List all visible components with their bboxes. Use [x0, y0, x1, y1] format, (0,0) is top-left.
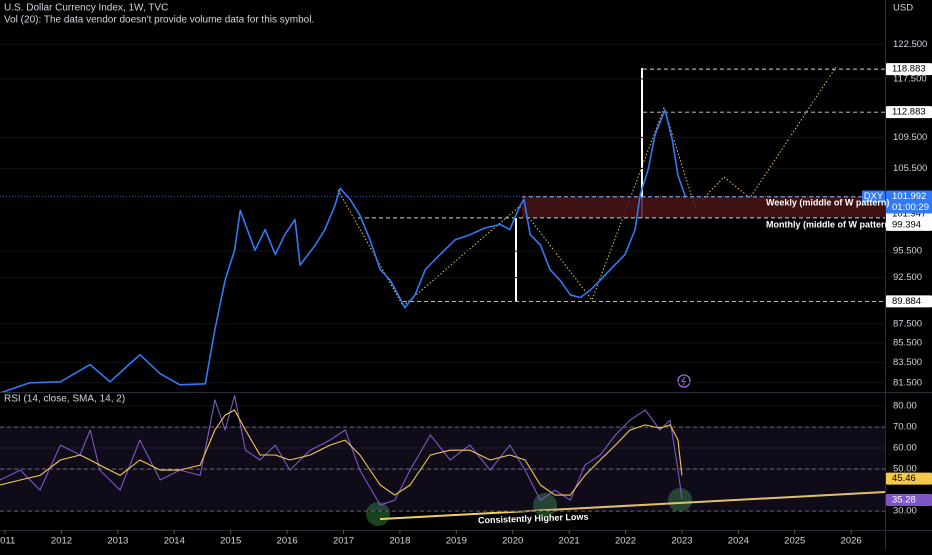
last-price-tag [886, 190, 932, 214]
y-tick-label: 50.00 [893, 464, 917, 475]
y-tick-label: 81.500 [893, 377, 922, 388]
rsi-drawings [366, 488, 885, 526]
symbol-tag-label: DXY [864, 191, 884, 202]
price-tag [886, 218, 932, 231]
y-tick-label: 80.00 [893, 401, 917, 412]
y-axis-label: USD [893, 3, 913, 14]
x-tick-label: 2024 [728, 536, 749, 547]
symbol-tag [862, 190, 885, 203]
x-tick-label: 2012 [51, 536, 72, 547]
x-tick-label: 2021 [559, 536, 580, 547]
y-tick-label: 30.00 [893, 506, 917, 517]
drawings [337, 66, 837, 307]
y-tick-label: 83.500 [893, 357, 922, 368]
price-tag-label: 101.947 [892, 208, 926, 219]
event-icon[interactable] [677, 374, 691, 388]
x-tick-label: 2023 [671, 536, 692, 547]
highlight-circle [366, 502, 390, 526]
series-line [0, 109, 687, 392]
value-tag [886, 493, 932, 506]
countdown-label: 01:00:29 [892, 202, 929, 213]
x-tick-label: 2017 [333, 536, 354, 547]
price-tag [886, 63, 932, 76]
y-tick-label: 92.500 [893, 272, 922, 283]
x-tick-label: 2014 [164, 536, 185, 547]
price-tag [886, 295, 932, 308]
trend-line [379, 491, 885, 520]
y-tick-label: 109.500 [893, 132, 927, 143]
value-tag-label: 45.46 [892, 473, 916, 484]
pane-marks [0, 43, 885, 392]
y-tick-label: 87.500 [893, 318, 922, 329]
x-tick-label: 2025 [784, 536, 805, 547]
y-tick-label: 117.500 [893, 73, 927, 84]
y-tick-label: 70.00 [893, 422, 917, 433]
x-tick-label: 2018 [389, 536, 410, 547]
annotation: Weekly (middle of W pattern) [766, 197, 889, 207]
price-tag-label: 112.883 [892, 107, 926, 118]
chart-title: U.S. Dollar Currency Index, 1W, TVC [4, 3, 168, 14]
y-tick-label: 85.500 [893, 337, 922, 348]
annotation: Monthly (middle of W pattern) [766, 219, 893, 229]
series-line [0, 409, 683, 496]
value-tag-label: 35.28 [892, 495, 916, 506]
price-tag-label: 118.883 [892, 64, 926, 75]
y-tick-label: 122.500 [893, 39, 927, 50]
series-line [0, 394, 683, 506]
price-tag [886, 106, 932, 119]
y-tick-label: 60.00 [893, 443, 917, 454]
highlight-circle [668, 488, 692, 512]
zone-box [522, 196, 885, 218]
price-tag-label: 89.884 [892, 296, 921, 307]
y-tick-label: 105.500 [893, 163, 927, 174]
rsi-title: RSI (14, close, SMA, 14, 2) [4, 394, 125, 405]
x-tick-label: 2019 [446, 536, 467, 547]
x-tick-label: 2020 [502, 536, 523, 547]
x-tick-label: 2022 [615, 536, 636, 547]
projection-path [337, 66, 837, 307]
x-tick-label: 2011 [0, 536, 15, 547]
x-tick-label: 2016 [277, 536, 298, 547]
chart-subtitle: Vol (20): The data vendor doesn't provid… [4, 15, 314, 26]
value-tag [886, 472, 932, 485]
x-tick-label: 2015 [220, 536, 241, 547]
marks: 122.500 117.500 109.500 105.500 95.500 92.500… [0, 39, 932, 547]
pane-marks [0, 394, 885, 512]
x-tick-label: 2013 [107, 536, 128, 547]
annotation: Consistently Higher Lows [478, 512, 589, 526]
price-tag-label: 99.394 [892, 219, 921, 230]
y-tick-label: 95.500 [893, 246, 922, 257]
x-tick-label: 2026 [841, 536, 862, 547]
last-price-label: 101.992 [892, 191, 926, 202]
